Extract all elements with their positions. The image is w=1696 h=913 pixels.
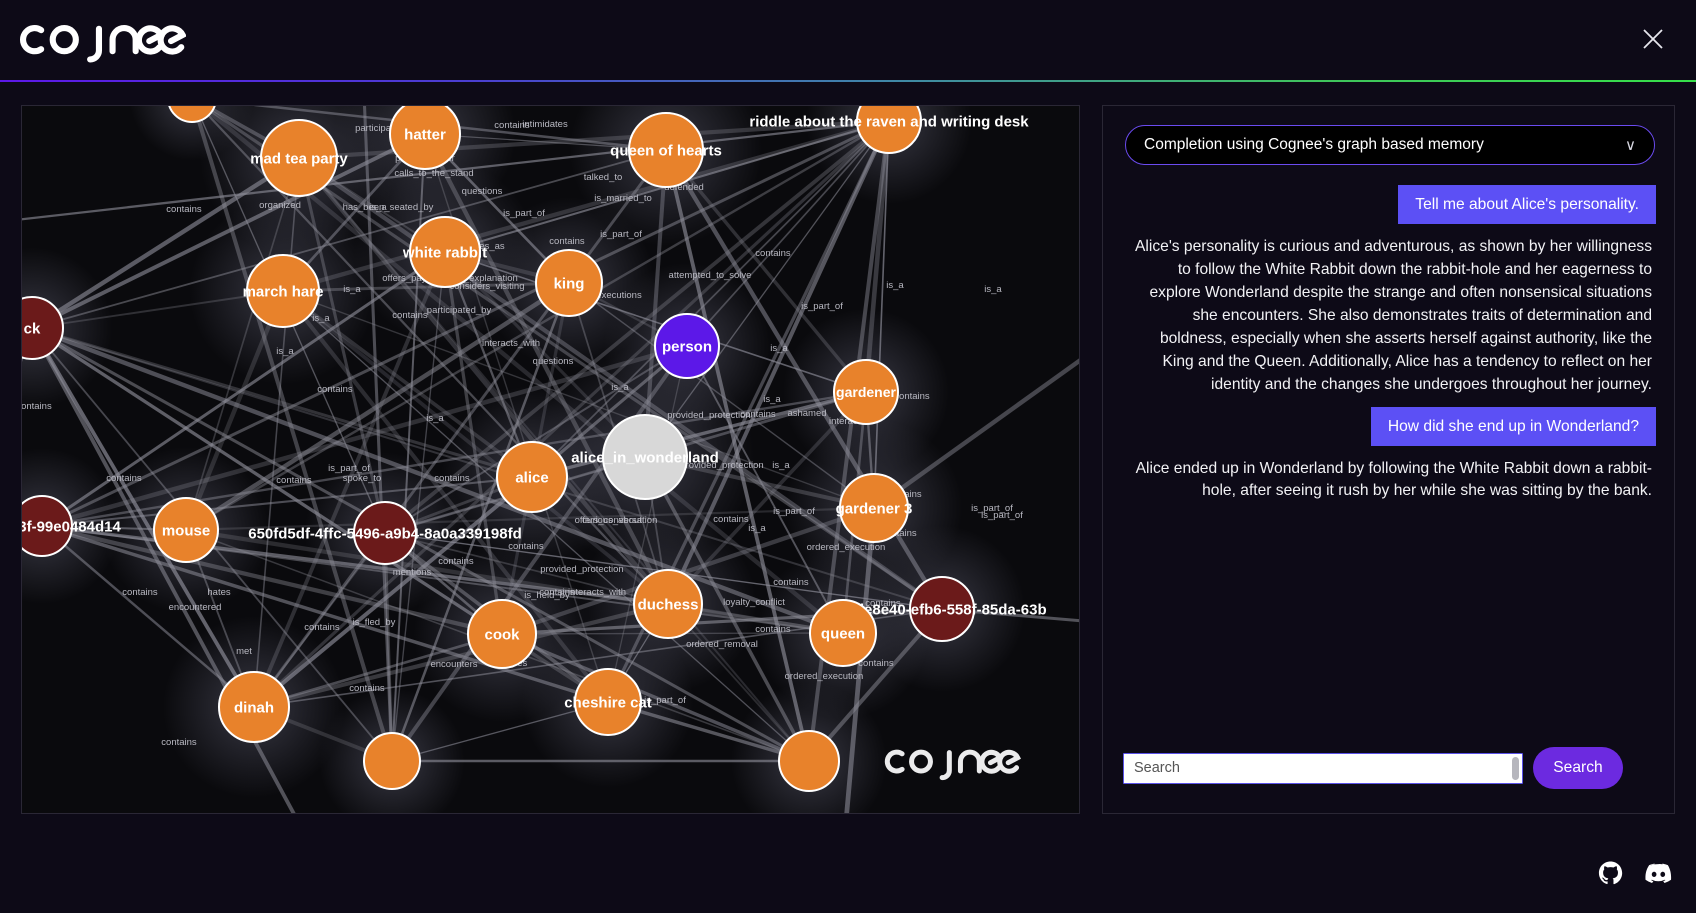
user-message: Tell me about Alice's personality. (1398, 185, 1656, 225)
graph-node[interactable]: person (654, 313, 720, 379)
discord-icon[interactable] (1645, 863, 1672, 889)
graph-node[interactable]: cook (467, 599, 537, 669)
graph-node[interactable]: dinah (218, 671, 290, 743)
github-icon[interactable] (1598, 861, 1623, 891)
search-button[interactable]: Search (1533, 747, 1623, 789)
search-mode-dropdown[interactable]: Completion using Cognee's graph based me… (1125, 125, 1655, 165)
graph-node[interactable]: queen (809, 599, 877, 667)
graph-node[interactable]: mouse (153, 497, 219, 563)
close-icon[interactable] (1636, 22, 1670, 56)
footer-social-links (1598, 861, 1672, 891)
chevron-down-icon: ∨ (1625, 136, 1636, 154)
cognee-logo (16, 8, 186, 70)
search-row: Search (1123, 746, 1656, 790)
graph-node[interactable] (778, 730, 840, 792)
graph-node[interactable]: hatter (389, 106, 461, 170)
graph-node[interactable]: alice (496, 441, 568, 513)
search-input-wrapper (1123, 752, 1523, 784)
graph-node[interactable] (168, 106, 216, 123)
knowledge-graph-panel[interactable]: contains contains intimidates participated_… (21, 105, 1080, 814)
knowledge-graph-canvas[interactable]: containscontainsintimidatesparticipated_… (22, 106, 1079, 813)
graph-node[interactable]: king (535, 249, 603, 317)
graph-node[interactable]: gardener (833, 359, 899, 425)
chat-panel: Completion using Cognee's graph based me… (1102, 105, 1675, 814)
search-input[interactable] (1123, 752, 1523, 784)
app-header (0, 0, 1696, 80)
header-accent-rule (0, 80, 1696, 82)
chat-message-list: Tell me about Alice's personality. Alice'… (1103, 178, 1676, 718)
graph-node[interactable] (363, 732, 421, 790)
assistant-message: Alice ended up in Wonderland by followin… (1135, 459, 1652, 500)
user-message: How did she end up in Wonderland? (1370, 406, 1656, 446)
assistant-message: Alice's personality is curious and adven… (1135, 238, 1652, 393)
search-mode-value: Completion using Cognee's graph based me… (1144, 136, 1484, 153)
graph-node[interactable]: duchess (633, 569, 703, 639)
